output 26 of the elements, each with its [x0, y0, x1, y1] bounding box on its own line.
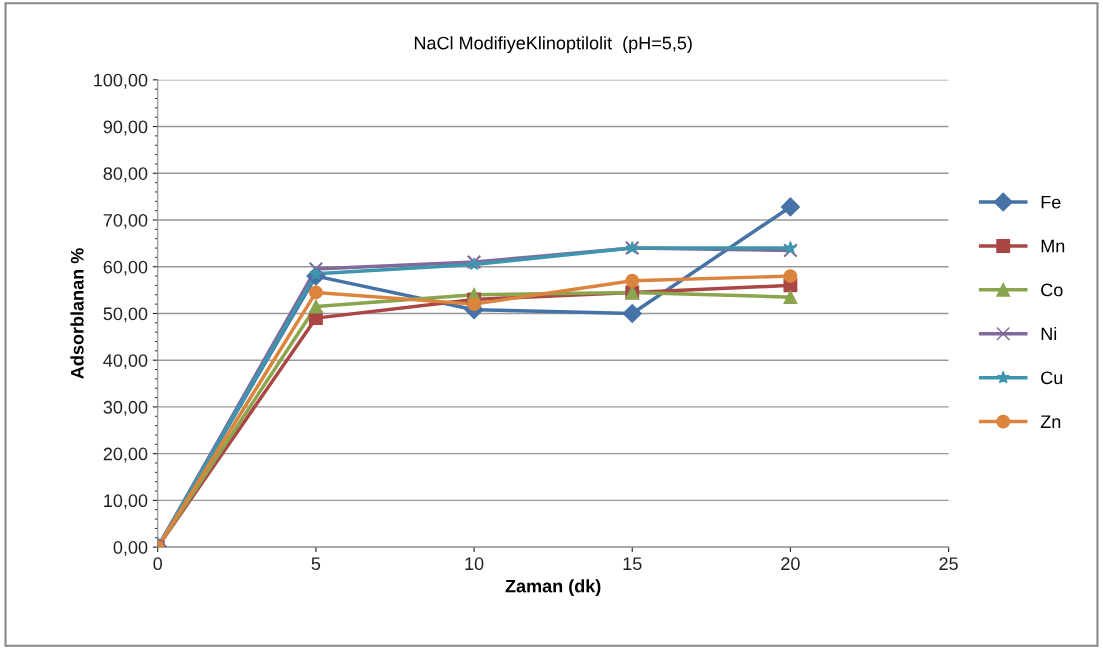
chart-title: NaCl ModifiyeKlinoptilolit (pH=5,5)	[414, 36, 692, 54]
legend-label: Zn	[1040, 415, 1061, 428]
legend-label: Ni	[1041, 327, 1057, 341]
y-axis-title: Adsorblanan %	[70, 248, 84, 379]
x-axis-title: Zaman (dk)	[505, 579, 601, 597]
legend-label: Co	[1041, 283, 1063, 297]
legend-label: Fe	[1041, 195, 1061, 209]
y-tick-label: 40,00	[103, 354, 148, 370]
y-tick-label: 10,00	[104, 494, 148, 510]
legend-label: Cu	[1041, 371, 1063, 385]
x-tick-label: 10	[465, 557, 484, 571]
y-tick-label: 50,00	[103, 307, 148, 323]
x-tick-label: 20	[781, 557, 800, 571]
y-tick-label: 60,00	[103, 260, 148, 276]
x-tick-label: 15	[623, 557, 642, 571]
y-tick-label: 90,00	[103, 120, 148, 136]
x-tick-label: 0	[153, 557, 163, 571]
y-tick-label: 0,00	[113, 541, 148, 556]
y-tick-label: 100,00	[94, 73, 148, 89]
y-tick-label: 20,00	[103, 447, 148, 463]
y-tick-label: 30,00	[103, 400, 148, 416]
x-tick-label: 25	[939, 557, 958, 571]
legend-label: Mn	[1041, 239, 1065, 253]
x-tick-label: 5	[311, 557, 321, 571]
y-tick-label: 80,00	[103, 167, 148, 183]
y-tick-label: 70,00	[103, 213, 148, 229]
